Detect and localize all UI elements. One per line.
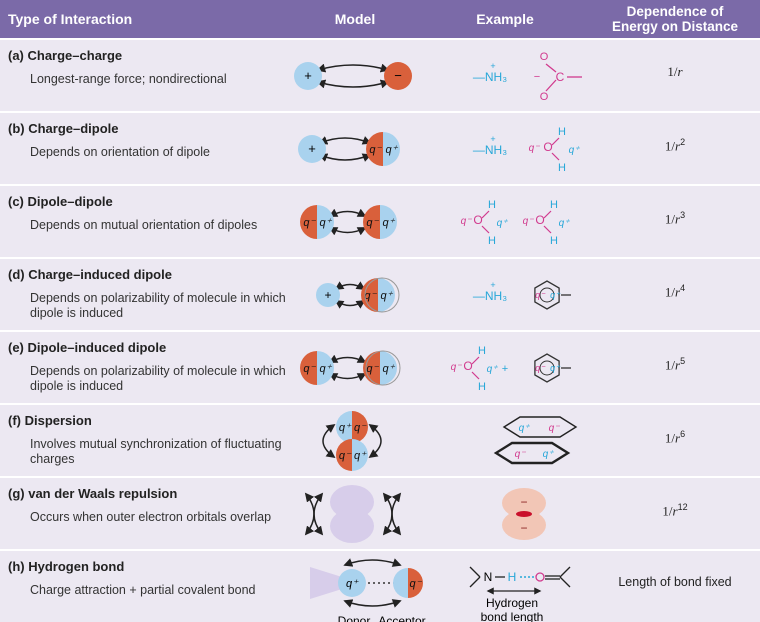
table-row: (b) Charge–dipole Depends on orientation … bbox=[0, 111, 760, 184]
table-row: (g) van der Waals repulsion Occurs when o… bbox=[0, 476, 760, 549]
table-row: (f) Dispersion Involves mutual synchroniz… bbox=[0, 403, 760, 476]
table-row: (h) Hydrogen bond Charge attraction + par… bbox=[0, 549, 760, 622]
header-type: Type of Interaction bbox=[8, 11, 133, 27]
energy-dependence: 1/r12 bbox=[662, 502, 688, 519]
interaction-title: (f) Dispersion bbox=[8, 413, 92, 428]
interaction-description: Depends on mutual orientation of dipoles bbox=[30, 218, 258, 232]
energy-dependence: 1/r2 bbox=[664, 137, 686, 154]
table-row: (a) Charge–charge Longest-range force; no… bbox=[0, 38, 760, 111]
table-header: Type of Interaction Model Example Depend… bbox=[0, 0, 760, 38]
table-row: (d) Charge–induced dipole Depends on pola… bbox=[0, 257, 760, 330]
interaction-title: (a) Charge–charge bbox=[8, 48, 123, 63]
table-row: (e) Dipole–induced dipole Depends on pola… bbox=[0, 330, 760, 403]
interaction-description: Longest-range force; nondirectional bbox=[30, 72, 227, 86]
energy-dependence: 1/r6 bbox=[664, 429, 686, 446]
energy-dependence: 1/r3 bbox=[664, 210, 686, 227]
interaction-title: (h) Hydrogen bond bbox=[8, 559, 125, 574]
interaction-description: Charge attraction + partial covalent bon… bbox=[30, 583, 256, 597]
interaction-description: Involves mutual synchronization of fluct… bbox=[30, 437, 282, 466]
interaction-description: Depends on orientation of dipole bbox=[30, 145, 210, 159]
energy-dependence: 1/r bbox=[667, 64, 683, 79]
table-row: (c) Dipole–dipole Depends on mutual orien… bbox=[0, 184, 760, 257]
interaction-title: (c) Dipole–dipole bbox=[8, 194, 113, 209]
header-example: Example bbox=[476, 11, 534, 27]
interaction-title: (g) van der Waals repulsion bbox=[8, 486, 178, 501]
header-model: Model bbox=[334, 11, 376, 27]
header-dependence: Dependence of Energy on Distance bbox=[611, 4, 739, 34]
interaction-description: Depends on polarizability of molecule in… bbox=[30, 364, 286, 393]
energy-dependence: Length of bond fixed bbox=[618, 575, 732, 589]
interaction-description: Depends on polarizability of molecule in… bbox=[30, 291, 286, 320]
interaction-title: (e) Dipole–induced dipole bbox=[8, 340, 167, 355]
energy-dependence: 1/r4 bbox=[664, 283, 686, 300]
energy-dependence: 1/r5 bbox=[664, 356, 686, 373]
interaction-description: Occurs when outer electron orbitals over… bbox=[30, 510, 272, 524]
interaction-title: (b) Charge–dipole bbox=[8, 121, 119, 136]
interaction-title: (d) Charge–induced dipole bbox=[8, 267, 172, 282]
